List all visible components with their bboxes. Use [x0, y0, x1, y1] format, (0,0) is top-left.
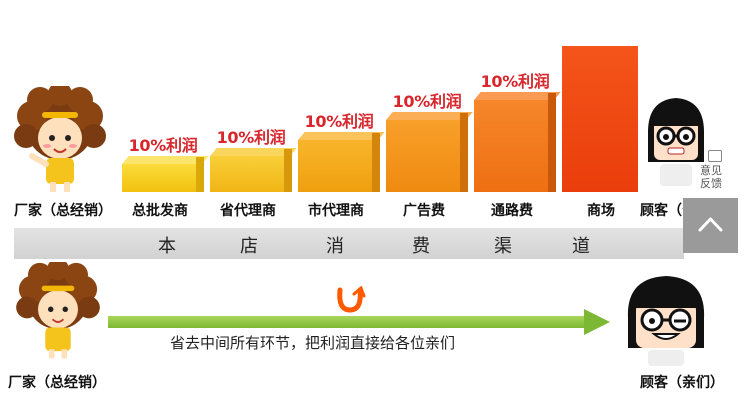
- bar-data-label-5: 10%利润: [480, 72, 550, 91]
- bar-data-label-1: 10%利润: [128, 136, 198, 155]
- feedback-icon: [708, 150, 722, 162]
- category-label-3: 市代理商: [308, 203, 364, 219]
- band-char-3: 消: [326, 236, 344, 257]
- band-char-6: 道: [572, 236, 590, 257]
- channel-band: [14, 228, 684, 259]
- manufacturer-character-top: [14, 86, 106, 192]
- arrow-caption: 省去中间所有环节，把利润直接给各位亲们: [170, 334, 456, 352]
- smile-icon: [337, 286, 366, 313]
- manufacturer-character-bottom: [16, 262, 100, 359]
- band-char-5: 渠: [494, 236, 512, 257]
- feedback-button[interactable]: 意见反馈: [700, 150, 728, 200]
- band-char-1: 本: [158, 236, 176, 257]
- category-label-6: 商场: [587, 203, 615, 219]
- direct-arrow-shaft: [108, 316, 586, 328]
- manufacturer-label-bottom: 厂家（总经销）: [8, 375, 106, 391]
- category-label-4: 广告费: [403, 203, 445, 219]
- direct-arrow-head: [584, 309, 610, 335]
- customer-label-bottom: 顾客（亲们）: [640, 375, 724, 391]
- bar-data-label-2: 10%利润: [216, 128, 286, 147]
- category-label-5: 通路费: [491, 203, 533, 219]
- chevron-up-icon: [698, 217, 723, 232]
- band-char-4: 费: [412, 236, 430, 257]
- customer-character-top: [648, 98, 704, 186]
- category-label-2: 省代理商: [220, 203, 276, 219]
- back-to-top-button[interactable]: [683, 198, 738, 253]
- bar-data-label-4: 10%利润: [392, 92, 462, 111]
- feedback-label: 意见反馈: [700, 164, 722, 190]
- band-char-2: 店: [240, 236, 258, 257]
- manufacturer-label-top: 厂家（总经销）: [14, 203, 112, 219]
- bar-data-label-3: 10%利润: [304, 112, 374, 131]
- customer-character-bottom: [627, 276, 705, 366]
- category-label-1: 总批发商: [132, 203, 188, 219]
